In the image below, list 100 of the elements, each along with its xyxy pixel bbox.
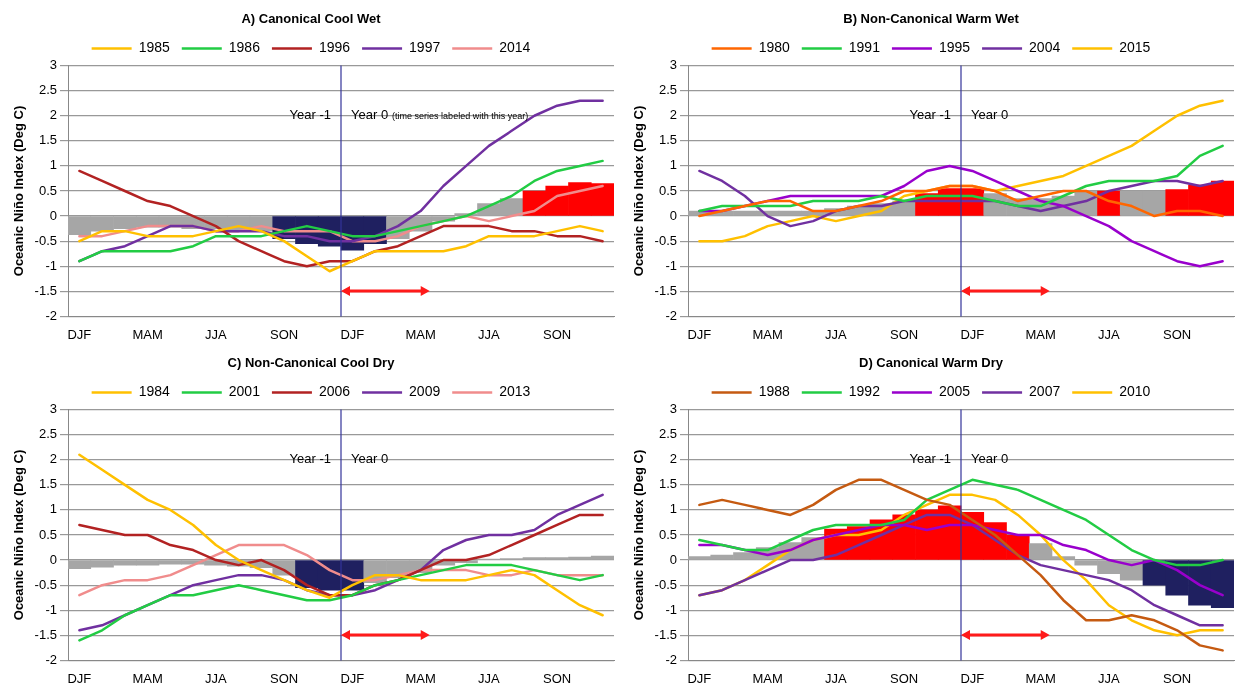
y-axis-title: Oceanic Niño Index (Deg C) bbox=[631, 105, 647, 277]
annotation: Year 0 bbox=[351, 451, 389, 467]
x-tick-label: MAM bbox=[405, 670, 436, 686]
y-tick-label: -2 bbox=[45, 307, 57, 323]
chart-title: D) Canonical Warm Dry bbox=[859, 355, 1004, 371]
y-tick-label: 0.5 bbox=[38, 182, 57, 198]
legend-label: 1980 bbox=[758, 39, 790, 56]
legend-label: 2015 bbox=[1119, 39, 1151, 56]
x-tick-label: JJA bbox=[478, 670, 501, 686]
annotation: Year 0 bbox=[351, 107, 389, 123]
y-tick-label: 1.5 bbox=[658, 132, 677, 148]
y-tick-label: -1.5 bbox=[34, 282, 57, 298]
y-tick-label: 1 bbox=[669, 157, 677, 173]
x-tick-label: MAM bbox=[132, 326, 163, 342]
legend-label: 1991 bbox=[848, 39, 881, 56]
legend-label: 2009 bbox=[409, 383, 441, 400]
chart-title: C) Non-Canonical Cool Dry bbox=[227, 355, 396, 371]
y-tick-label: 0 bbox=[669, 551, 677, 567]
y-tick-label: -1.5 bbox=[654, 626, 677, 642]
x-tick-label: JJA bbox=[205, 670, 228, 686]
y-tick-label: 0.5 bbox=[658, 526, 677, 542]
annotation: Year 0 bbox=[971, 451, 1009, 467]
legend-label: 2001 bbox=[228, 383, 261, 400]
x-tick-label: DJF bbox=[687, 670, 712, 686]
chart-title: B) Non-Canonical Warm Wet bbox=[843, 11, 1020, 27]
annotation: Year -1 bbox=[909, 451, 951, 467]
y-tick-label: 2.5 bbox=[658, 82, 677, 98]
x-tick-label: SON bbox=[1163, 670, 1192, 686]
y-axis-title: Oceanic Niño Index (Deg C) bbox=[11, 449, 27, 621]
annotation: Year -1 bbox=[289, 451, 331, 467]
y-tick-label: 2 bbox=[669, 107, 677, 123]
y-tick-label: 0 bbox=[49, 207, 57, 223]
x-tick-label: JJA bbox=[825, 670, 848, 686]
y-tick-label: -1 bbox=[45, 257, 57, 273]
y-tick-label: -1 bbox=[665, 601, 677, 617]
y-tick-label: 1.5 bbox=[38, 132, 57, 148]
x-tick-label: DJF bbox=[340, 326, 365, 342]
y-axis-title: Oceanic Niño Index (Deg C) bbox=[631, 449, 647, 621]
y-tick-label: 2 bbox=[49, 107, 57, 123]
x-tick-label: SON bbox=[890, 670, 919, 686]
x-tick-label: MAM bbox=[752, 670, 783, 686]
x-tick-label: DJF bbox=[67, 326, 92, 342]
legend-label: 1992 bbox=[848, 383, 881, 400]
y-tick-label: 0 bbox=[49, 551, 57, 567]
y-tick-label: 0.5 bbox=[38, 526, 57, 542]
y-tick-label: 1 bbox=[49, 501, 57, 517]
x-tick-label: SON bbox=[270, 670, 299, 686]
y-tick-label: -2 bbox=[665, 651, 677, 667]
annotation: Year 0 bbox=[971, 107, 1009, 123]
y-tick-label: 3 bbox=[669, 401, 677, 417]
x-tick-label: MAM bbox=[132, 670, 163, 686]
y-tick-label: -0.5 bbox=[654, 232, 677, 248]
legend-label: 2004 bbox=[1029, 39, 1061, 56]
y-tick-label: 2.5 bbox=[38, 426, 57, 442]
legend-label: 1986 bbox=[228, 39, 261, 56]
y-tick-label: -1 bbox=[665, 257, 677, 273]
x-tick-label: DJF bbox=[687, 326, 712, 342]
y-tick-label: 3 bbox=[49, 57, 57, 73]
x-tick-label: MAM bbox=[1025, 326, 1056, 342]
legend-label: 1995 bbox=[938, 39, 971, 56]
x-tick-label: JJA bbox=[1098, 670, 1121, 686]
y-tick-label: 2 bbox=[49, 451, 57, 467]
legend-label: 2010 bbox=[1119, 383, 1151, 400]
legend-label: 2006 bbox=[318, 383, 351, 400]
y-tick-label: 3 bbox=[49, 401, 57, 417]
legend-label: 1997 bbox=[409, 39, 441, 56]
y-tick-label: -0.5 bbox=[34, 232, 57, 248]
annotation: (time series labeled with this year) bbox=[392, 111, 529, 122]
y-tick-label: 2.5 bbox=[658, 426, 677, 442]
y-tick-label: 2 bbox=[669, 451, 677, 467]
x-tick-label: SON bbox=[543, 326, 572, 342]
x-tick-label: MAM bbox=[405, 326, 436, 342]
y-tick-label: -2 bbox=[45, 651, 57, 667]
y-tick-label: 0.5 bbox=[658, 182, 677, 198]
y-tick-label: -1.5 bbox=[654, 282, 677, 298]
x-tick-label: DJF bbox=[960, 670, 985, 686]
y-tick-label: 1 bbox=[49, 157, 57, 173]
y-tick-label: -1.5 bbox=[34, 626, 57, 642]
y-tick-label: 2.5 bbox=[38, 82, 57, 98]
y-tick-label: 1.5 bbox=[38, 476, 57, 492]
legend-label: 2013 bbox=[499, 383, 531, 400]
chart-title: A) Canonical Cool Wet bbox=[241, 11, 382, 27]
legend-label: 1996 bbox=[318, 39, 351, 56]
x-tick-label: JJA bbox=[825, 326, 848, 342]
x-tick-label: DJF bbox=[340, 670, 365, 686]
x-tick-label: JJA bbox=[205, 326, 228, 342]
y-tick-label: 1 bbox=[669, 501, 677, 517]
x-tick-label: SON bbox=[890, 326, 919, 342]
x-tick-label: SON bbox=[1163, 326, 1192, 342]
legend-label: 1988 bbox=[758, 383, 790, 400]
legend-label: 2014 bbox=[499, 39, 531, 56]
y-axis-title: Oceanic Niño Index (Deg C) bbox=[11, 105, 27, 277]
x-tick-label: DJF bbox=[67, 670, 92, 686]
legend-label: 2007 bbox=[1029, 383, 1061, 400]
legend-label: 2005 bbox=[938, 383, 971, 400]
y-tick-label: -2 bbox=[665, 307, 677, 323]
annotation: Year -1 bbox=[909, 107, 951, 123]
y-tick-label: -0.5 bbox=[34, 576, 57, 592]
y-tick-label: -0.5 bbox=[654, 576, 677, 592]
x-tick-label: JJA bbox=[478, 326, 501, 342]
